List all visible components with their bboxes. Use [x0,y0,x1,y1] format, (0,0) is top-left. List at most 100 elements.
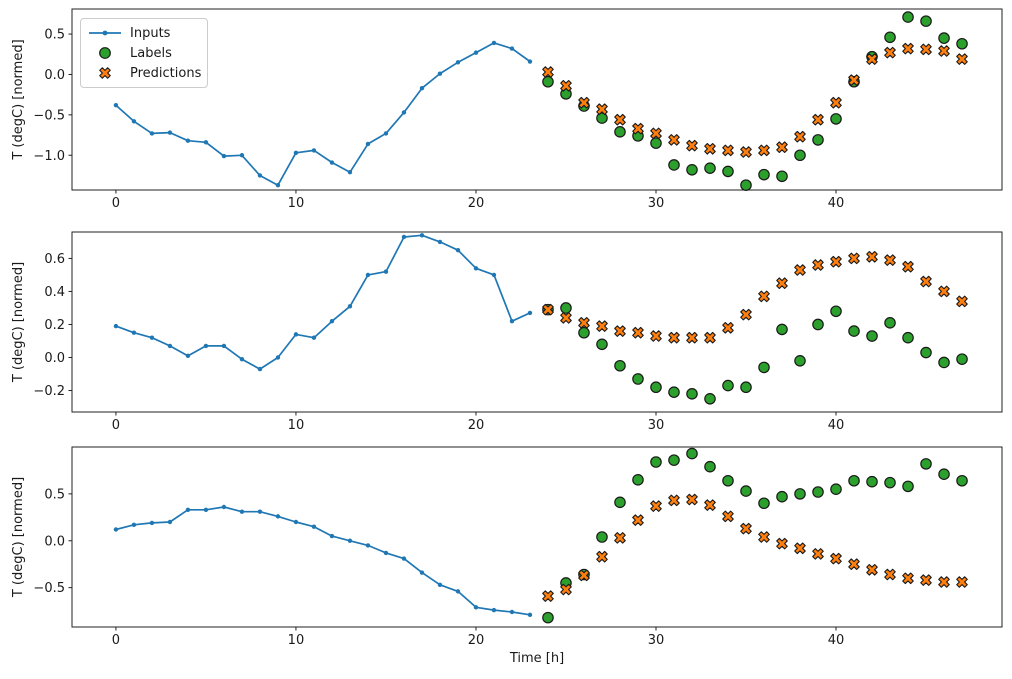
labels-point [758,168,770,181]
inputs-point [113,102,119,108]
x-marker [758,144,770,157]
inputs-point [149,520,155,526]
x-marker [848,558,860,571]
labels-point [920,15,932,27]
predictions-point [902,572,914,585]
x-marker [830,552,842,565]
predictions-point [740,522,752,535]
predictions-point [830,552,842,565]
x-marker [812,548,824,560]
inputs-point [239,153,245,158]
x-marker [614,113,626,126]
predictions-point [686,331,698,344]
predictions-point [578,96,590,109]
predictions-points [542,42,968,158]
subplot-2: 0 10 20 30 40 0.6 0.4 0.2 0.0 −0.2 T (degC) [norme… [11,231,1003,433]
labels-point [542,75,554,88]
inputs-point [383,550,389,556]
labels-point [848,474,860,487]
predictions-point [812,548,824,560]
inputs-point [419,233,425,238]
labels-point [542,611,554,624]
inputs-point [131,330,137,335]
inputs-point [203,507,209,513]
x-marker [776,277,788,290]
inputs-line [113,40,533,188]
inputs-point [167,130,173,135]
x-marker [614,325,626,337]
predictions-point [722,321,734,334]
inputs-point [149,335,155,340]
labels-point [794,488,806,500]
predictions-point [956,295,968,308]
predictions-point [812,113,824,126]
x-marker [848,252,860,265]
x-marker [668,494,680,507]
predictions-point [740,146,752,158]
labels-point [668,159,680,171]
x-axis: 0 10 20 30 40 [112,412,844,433]
inputs-point [329,318,335,324]
inputs-point [365,272,371,278]
x-marker [632,514,644,526]
x-marker [740,146,752,158]
inputs-point [347,538,353,543]
predictions-point [776,277,788,290]
x-marker [632,326,644,339]
predictions-point [884,46,896,59]
labels-circle-icon [85,45,125,61]
inputs-point [347,170,353,175]
x-marker [722,144,734,157]
predictions-point [740,308,752,321]
x-marker [722,510,734,523]
labels-point [794,355,806,367]
inputs-line [113,233,533,372]
inputs-point [491,607,497,613]
predictions-point [560,312,572,324]
labels-point [686,447,698,460]
inputs-point [203,140,209,145]
x-marker [722,321,734,334]
y-axis-label: T (degC) [normed] [11,39,26,160]
x-tick-label: 0 [112,418,120,433]
x-marker [920,574,932,586]
labels-point [668,454,680,466]
predictions-point [758,290,770,303]
inputs-point [149,131,155,136]
labels-point [740,485,752,497]
legend: Inputs Labels Predictions [80,18,208,88]
inputs-point [473,50,479,55]
x-marker [668,134,680,146]
inputs-point [167,343,173,349]
labels-point [650,381,662,394]
inputs-point [293,332,299,337]
predictions-point [668,134,680,146]
x-marker [902,572,914,585]
inputs-point [185,138,191,143]
predictions-point [668,494,680,507]
x-tick-label: 0 [112,196,120,211]
inputs-point [527,59,533,64]
inputs-point [401,556,407,561]
labels-point [722,379,734,392]
x-tick-label: 20 [468,196,485,211]
x-marker [956,295,968,308]
x-axis: 0 10 20 30 40 [112,627,844,648]
inputs-path [115,506,531,616]
x-marker [938,285,950,298]
labels-point [902,11,914,23]
labels-points [542,11,968,191]
predictions-point [758,144,770,157]
y-axis-label: T (degC) [normed] [11,477,26,598]
x-tick-label: 10 [288,633,305,648]
labels-point [686,388,698,400]
inputs-point [437,239,443,245]
predictions-point [686,493,698,506]
x-marker [920,275,932,288]
predictions-point [578,316,590,329]
y-axis: 0.5 0.0 −0.5 [33,487,72,596]
legend-item-inputs: Inputs [85,23,199,43]
inputs-point [221,153,227,159]
labels-point [902,331,914,344]
